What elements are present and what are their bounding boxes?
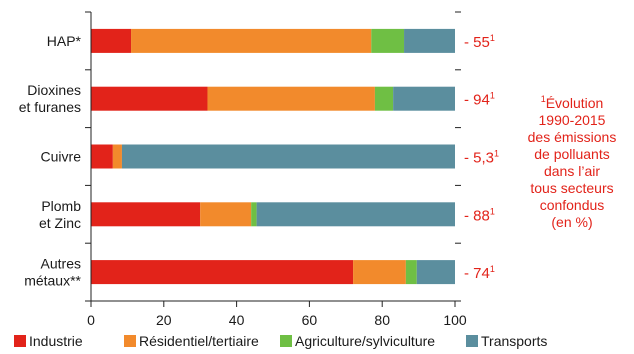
bar-segment	[91, 86, 208, 111]
bar-segment	[405, 260, 417, 285]
legend-label: Transports	[481, 333, 547, 349]
bar-segment	[251, 202, 257, 227]
bar-segment	[416, 260, 455, 285]
note-line: 1Évolution	[541, 94, 604, 111]
x-tick-label: 100	[443, 312, 467, 328]
evolution-label: - 5,31	[464, 149, 499, 167]
evolution-label: - 551	[464, 33, 495, 51]
legend-swatch	[14, 335, 26, 347]
note-line: (en %)	[551, 214, 592, 230]
axes-layer: 0 20 40 60 80 100	[85, 11, 467, 328]
x-tick-label: 80	[374, 312, 390, 328]
x-tick-label: 40	[229, 312, 245, 328]
bar-segment	[112, 144, 122, 169]
legend: Industrie Résidentiel/tertiaire Agricultur…	[14, 333, 547, 349]
bars-layer	[91, 28, 455, 285]
evolution-label: - 881	[464, 206, 495, 224]
legend-swatch	[466, 335, 478, 347]
legend-label: Résidentiel/tertiaire	[139, 333, 259, 349]
bar-segment	[371, 28, 405, 53]
note-line: des émissions	[528, 129, 617, 145]
note-line: confondus	[540, 197, 605, 213]
note-line: dans l’air	[544, 163, 600, 179]
bar-segment	[121, 144, 455, 169]
bar-segment	[200, 202, 252, 227]
evolution-label: - 941	[464, 91, 495, 109]
category-label: HAP*	[47, 33, 82, 49]
bar-segment	[256, 202, 455, 227]
category-label: Autres métaux**	[24, 256, 81, 289]
evolution-label: - 741	[464, 264, 495, 282]
bar-segment	[91, 28, 132, 53]
bar-segment	[91, 144, 113, 169]
bar-segment	[91, 202, 201, 227]
category-label: Plomb et Zinc	[39, 198, 81, 231]
note-line: 1990-2015	[539, 112, 606, 128]
bar-segment	[404, 28, 455, 53]
bar-segment	[353, 260, 406, 285]
x-tick-label: 60	[302, 312, 318, 328]
bar-segment	[131, 28, 372, 53]
bar-segment	[91, 260, 354, 285]
category-label: Dioxines et furanes	[19, 82, 81, 115]
x-tick-label: 20	[156, 312, 172, 328]
bar-segment	[207, 86, 375, 111]
legend-label: Agriculture/sylviculture	[295, 333, 435, 349]
legend-swatch	[124, 335, 136, 347]
x-tick-label: 0	[87, 312, 95, 328]
note-line: de polluants	[534, 146, 610, 162]
legend-label: Industrie	[29, 333, 83, 349]
bar-segment	[374, 86, 394, 111]
bar-segment	[393, 86, 455, 111]
legend-swatch	[280, 335, 292, 347]
labels-layer: HAP* Dioxines et furanes Cuivre Plomb et Zinc…	[19, 33, 499, 289]
category-label: Cuivre	[41, 149, 82, 165]
note-line: tous secteurs	[530, 180, 613, 196]
